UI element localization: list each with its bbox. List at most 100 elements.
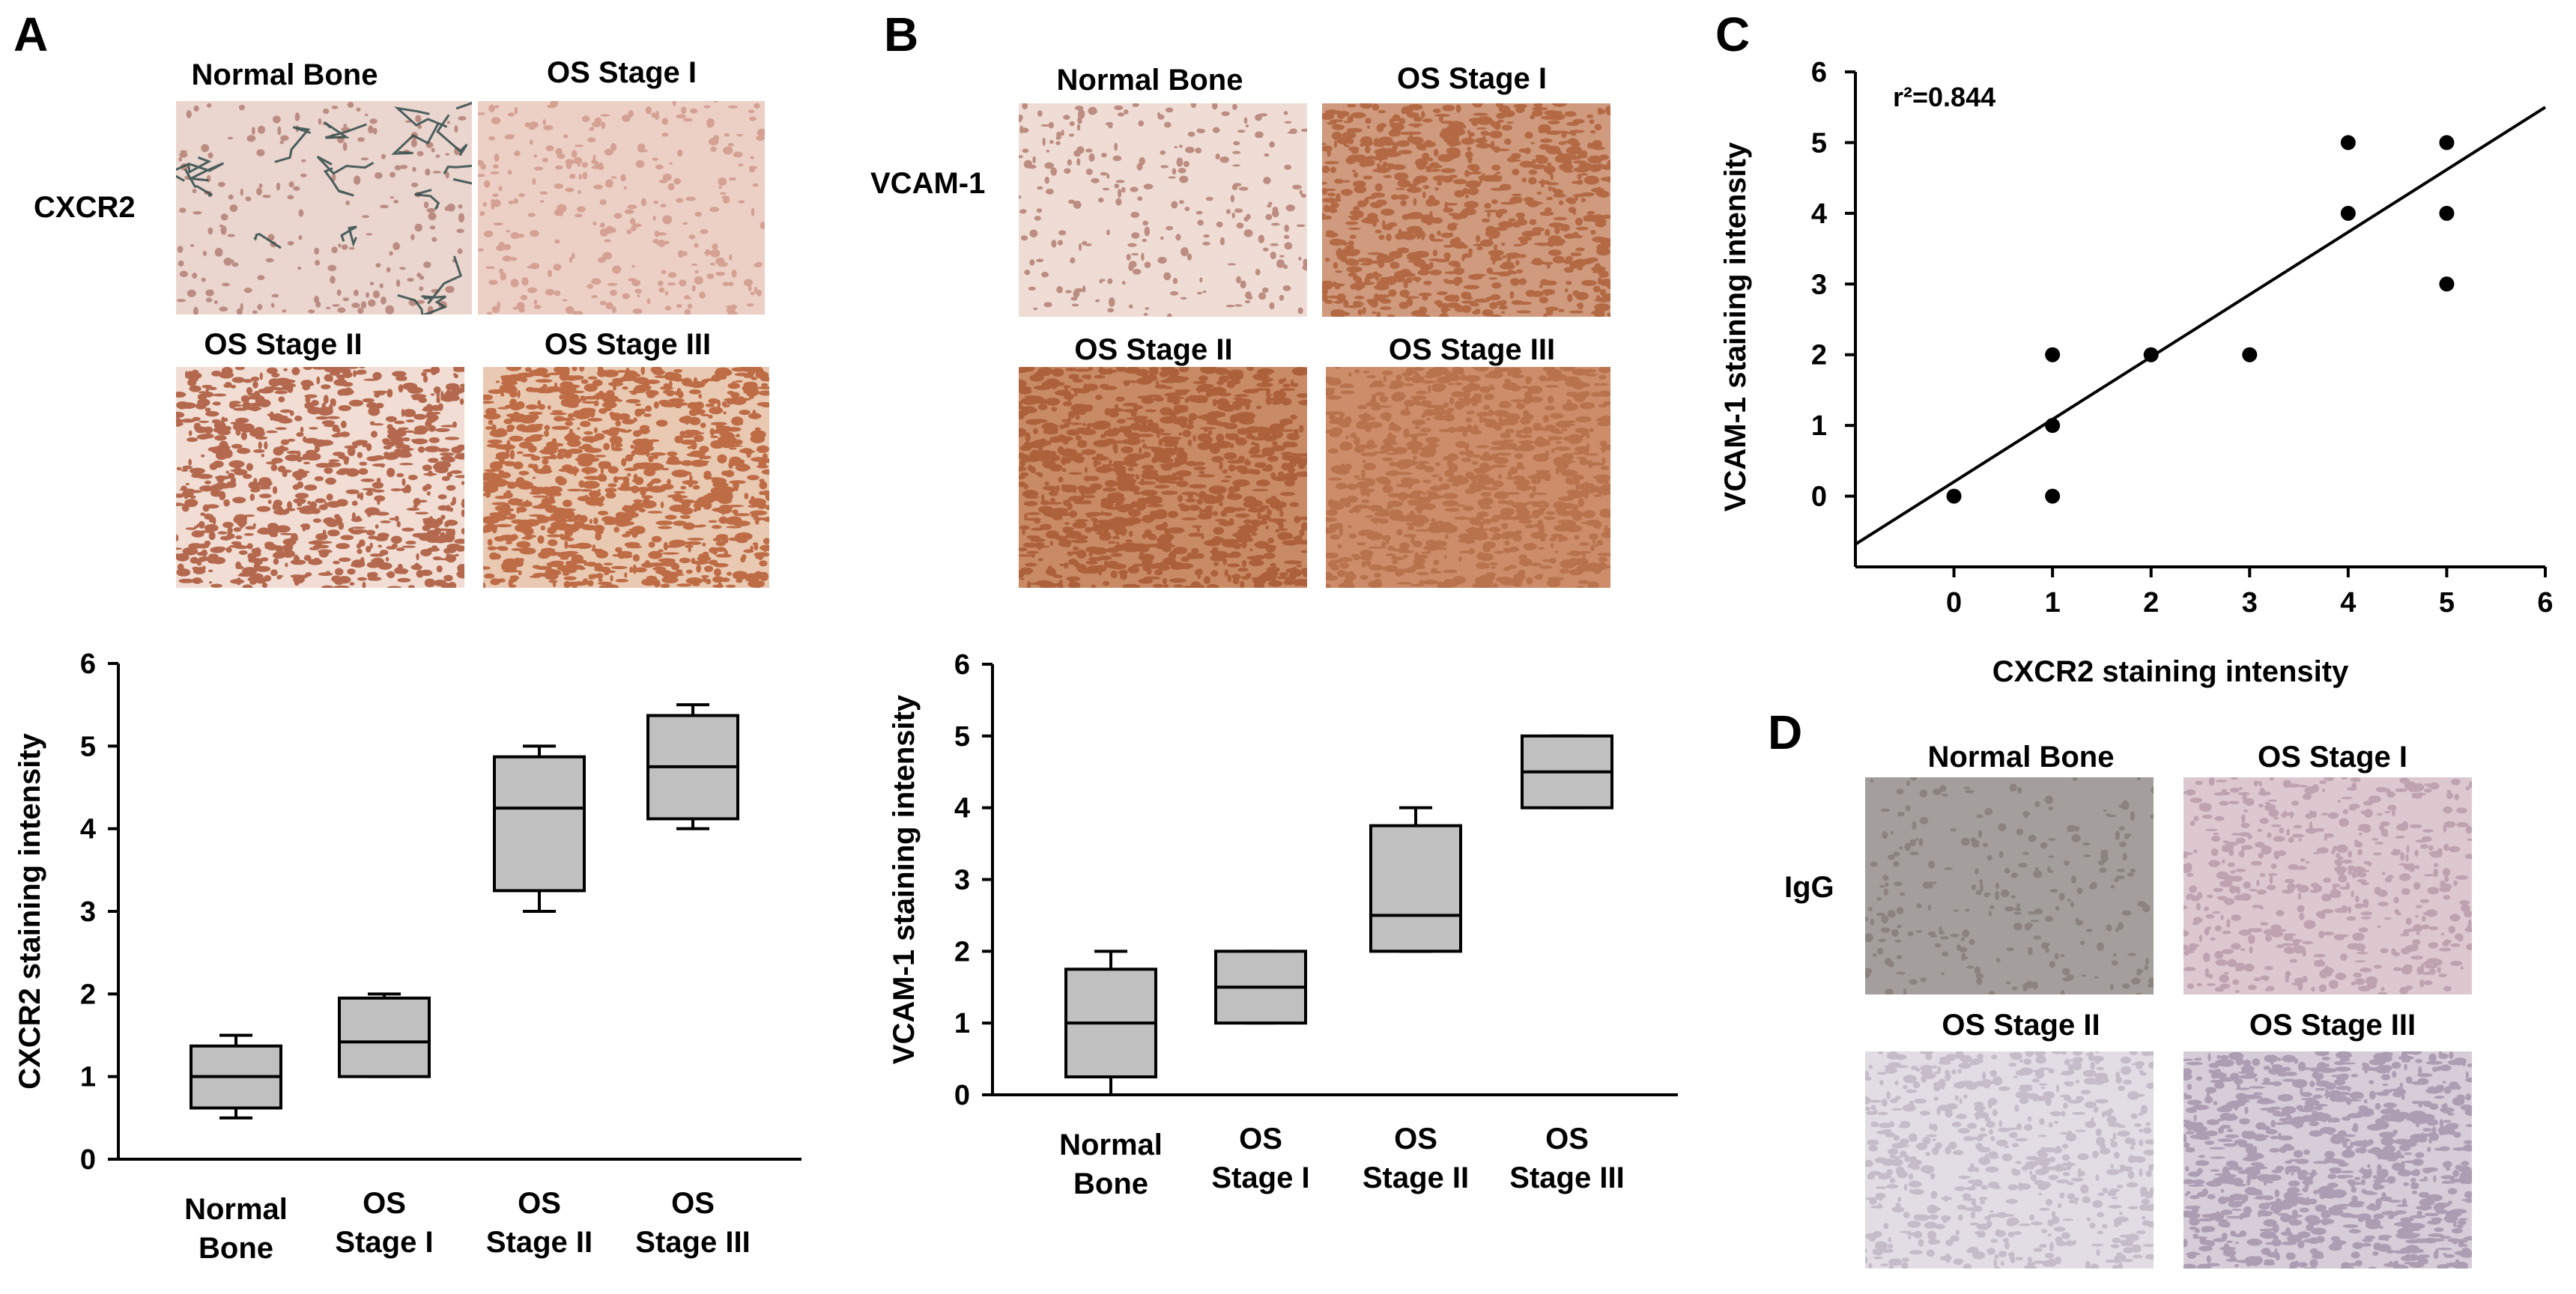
panel-b-micrograph-normal-bone-cells xyxy=(1019,103,1307,317)
panel-b-row-label: VCAM-1 xyxy=(870,167,985,200)
x-tick-label-os-stage-iii-line1: OS xyxy=(671,1187,715,1220)
x-tick-label-os-stage-iii-line2: Stage III xyxy=(1509,1161,1624,1194)
panel-b-micrograph-os-stage-ii-cells xyxy=(1019,367,1307,588)
panel-a-micrograph-normal-bone-base xyxy=(176,101,472,315)
y-tick-label-2: 2 xyxy=(1811,340,1827,371)
x-tick-label-2: 2 xyxy=(2143,587,2159,619)
panel-a-micrograph-os-stage-iii-cells xyxy=(483,367,769,588)
panel-d-micrograph-os-stage-iii-cells xyxy=(2183,1051,2472,1269)
panel-a-micrograph-normal-bone xyxy=(176,101,472,315)
y-tick-label-0: 0 xyxy=(954,1080,970,1111)
panel-b-micrograph-label-os-stage-iii: OS Stage III xyxy=(1389,333,1555,366)
r-squared-annotation: r²=0.844 xyxy=(1893,82,1995,112)
y-tick-label-0: 0 xyxy=(80,1144,96,1176)
panel-a-micrograph-label-os-stage-i: OS Stage I xyxy=(547,56,697,89)
panel-b-micrograph-os-stage-iii-cells xyxy=(1326,367,1610,588)
y-tick-label-6: 6 xyxy=(80,648,96,680)
box-os-stage-ii xyxy=(1369,824,1462,953)
panel-b-micrograph-os-stage-ii xyxy=(1019,367,1307,588)
scatter-point-1 xyxy=(1946,488,1962,504)
x-tick-label-os-stage-i-line1: OS xyxy=(363,1187,406,1220)
x-tick-label-3: 3 xyxy=(2242,587,2258,619)
y-tick-label-2: 2 xyxy=(80,979,96,1010)
y-tick-label-3: 3 xyxy=(1811,269,1827,300)
panel-c-letter: C xyxy=(1715,7,1750,61)
y-tick-label-1: 1 xyxy=(80,1062,96,1093)
x-tick-label-4: 4 xyxy=(2340,587,2356,619)
panel-a-micrograph-normal-bone-cells xyxy=(176,101,467,315)
y-tick-label-3: 3 xyxy=(954,865,970,896)
y-tick-label-5: 5 xyxy=(80,731,96,762)
panel-d-micrograph-os-stage-ii-cells xyxy=(1865,1051,2154,1269)
panel-d-micrograph-label-os-stage-iii: OS Stage III xyxy=(2249,1009,2416,1042)
panel-d-row-label: IgG xyxy=(1784,871,1834,904)
x-tick-label-os-stage-ii-line1: OS xyxy=(518,1187,561,1220)
panel-a-micrograph-label-normal-bone: Normal Bone xyxy=(192,58,378,91)
y-tick-label-2: 2 xyxy=(954,936,970,968)
x-tick-label-5: 5 xyxy=(2439,587,2455,619)
panel-a-micrograph-label-os-stage-iii: OS Stage III xyxy=(545,328,711,361)
scatter-point-2 xyxy=(2045,488,2061,504)
scatter-point-11 xyxy=(2439,135,2455,151)
panel-a-micrograph-label-os-stage-ii: OS Stage II xyxy=(204,328,362,361)
panel-d-micrograph-os-stage-i-cells xyxy=(2183,777,2472,994)
panel-d-letter: D xyxy=(1768,705,1802,759)
scatter-point-6 xyxy=(2242,347,2258,362)
panel-b-micrograph-os-stage-iii xyxy=(1326,367,1610,588)
panel-d-micrograph-label-os-stage-ii: OS Stage II xyxy=(1942,1009,2100,1042)
box-os-stage-i xyxy=(338,996,431,1078)
regression-line xyxy=(1854,106,2547,546)
y-tick-label-6: 6 xyxy=(1811,57,1827,88)
y-tick-label-4: 4 xyxy=(1811,198,1827,230)
panel-a-micrograph-os-stage-ii xyxy=(176,367,464,588)
panel-b-micrograph-os-stage-i xyxy=(1322,103,1610,317)
correlation-scatter-plot: 0 1 2 3 4 5 6 0 1 2 3 4 5 6 r²=0.844 CXCR2 staining int… xyxy=(1719,57,2554,688)
panel-d-micrograph-normal-bone xyxy=(1865,777,2154,994)
panel-a-micrograph-os-stage-iii xyxy=(483,367,769,588)
panel-a-row-label: CXCR2 xyxy=(34,191,136,224)
panel-d-micrograph-label-normal-bone: Normal Bone xyxy=(1928,741,2115,774)
y-tick-label-1: 1 xyxy=(1811,410,1827,442)
panel-b-micrograph-os-stage-i-cells xyxy=(1322,103,1610,317)
y-axis-label: CXCR2 staining intensity xyxy=(13,732,46,1089)
y-tick-label-4: 4 xyxy=(954,793,970,824)
scatter-point-7 xyxy=(2340,205,2356,221)
x-tick-label-os-stage-i-line2: Stage I xyxy=(1211,1161,1309,1194)
panel-b-micrograph-normal-bone-base xyxy=(1019,103,1307,317)
box-os-stage-ii xyxy=(493,755,586,893)
y-axis-label: VCAM-1 staining intensity xyxy=(1719,142,1752,511)
y-axis-label: VCAM-1 staining intensity xyxy=(888,694,921,1064)
x-axis-label: CXCR2 staining intensity xyxy=(1992,655,2349,688)
panel-d-micrograph-os-stage-i xyxy=(2183,777,2472,994)
x-tick-label-os-stage-iii-line2: Stage III xyxy=(635,1226,750,1259)
panel-b-micrograph-label-os-stage-i: OS Stage I xyxy=(1397,62,1547,95)
panel-b-letter: B xyxy=(884,7,918,61)
x-tick-label-0: 0 xyxy=(1946,587,1962,619)
x-tick-label-normal-bone-line1: Normal xyxy=(1059,1129,1163,1161)
scatter-point-10 xyxy=(2439,205,2455,221)
y-tick-label-5: 5 xyxy=(954,721,970,753)
panel-d-micrograph-os-stage-iii xyxy=(2183,1051,2472,1269)
y-tick-label-0: 0 xyxy=(1811,482,1827,513)
x-tick-label-os-stage-ii-line2: Stage II xyxy=(486,1226,593,1259)
micrograph-grids: Normal Bone OS Stage I OS Stage II OS Stage… xyxy=(176,56,2472,1269)
x-tick-label-normal-bone-line2: Bone xyxy=(1073,1167,1148,1200)
y-tick-label-6: 6 xyxy=(954,649,970,681)
y-tick-label-3: 3 xyxy=(80,896,96,928)
x-tick-label-1: 1 xyxy=(2045,587,2061,619)
panel-b-micrograph-label-os-stage-ii: OS Stage II xyxy=(1074,333,1232,366)
x-tick-label-os-stage-i-line1: OS xyxy=(1239,1123,1282,1155)
cxcr2-box-plot: 0 1 2 3 4 5 6 CXCR2 staining intensity Normal Bon… xyxy=(13,648,801,1265)
panel-d-micrograph-normal-bone-base xyxy=(1865,777,2154,994)
y-tick-label-5: 5 xyxy=(1811,127,1827,159)
x-tick-label-os-stage-i-line2: Stage I xyxy=(335,1226,433,1259)
vcam1-box-plot: 0 1 2 3 4 5 6 VCAM-1 staining intensity Normal Bo… xyxy=(888,649,1678,1200)
scatter-point-4 xyxy=(2045,347,2061,362)
panel-b-micrograph-normal-bone xyxy=(1019,103,1307,317)
panel-b-micrograph-label-normal-bone: Normal Bone xyxy=(1057,64,1243,97)
panel-a-micrograph-os-stage-ii-cells xyxy=(176,367,464,588)
panel-d-micrograph-os-stage-ii xyxy=(1865,1051,2154,1269)
x-tick-label-normal-bone-line2: Bone xyxy=(198,1232,273,1265)
x-tick-label-os-stage-ii-line2: Stage II xyxy=(1363,1161,1469,1194)
